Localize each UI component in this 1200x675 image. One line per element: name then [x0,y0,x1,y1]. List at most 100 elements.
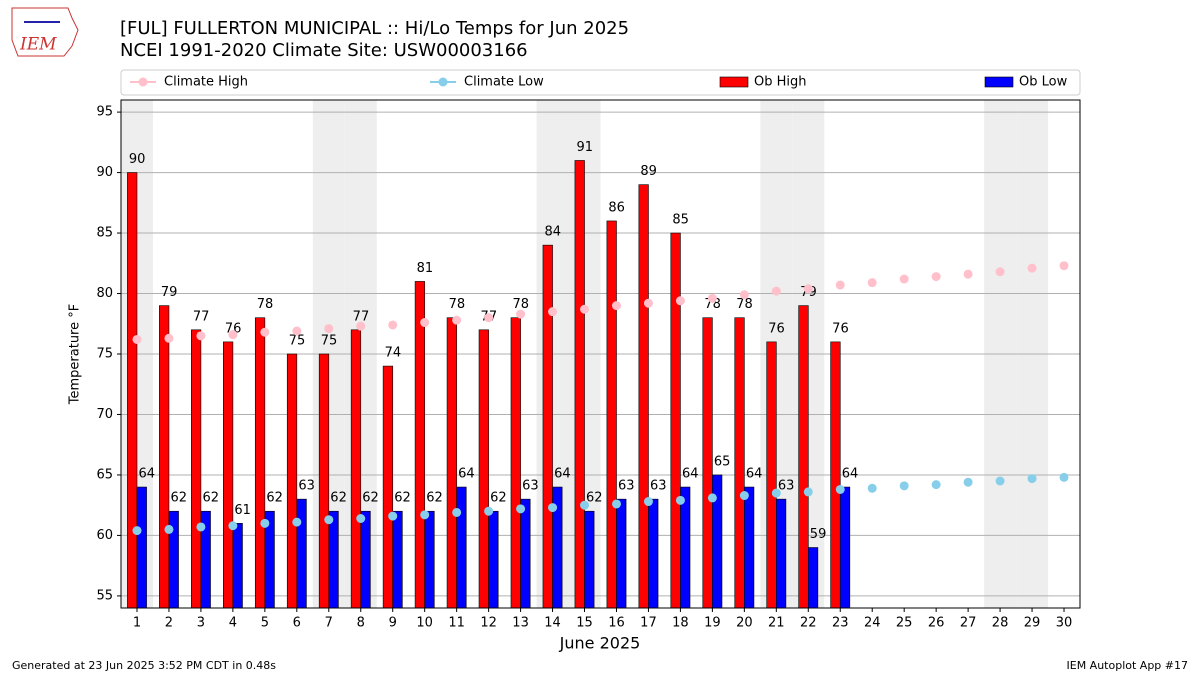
y-tick-label: 80 [96,286,113,301]
x-tick-label: 24 [864,616,881,631]
y-tick-label: 75 [96,347,113,362]
x-tick-label: 17 [640,616,657,631]
marker [548,307,558,317]
y-tick-label: 95 [96,105,113,120]
x-tick-label: 28 [992,616,1009,631]
data-label: 86 [608,200,625,215]
x-tick-label: 12 [480,616,497,631]
data-label: 84 [544,225,561,240]
bar [456,486,467,609]
marker [324,515,334,525]
marker [292,326,302,336]
x-axis-label: June 2025 [559,634,641,653]
x-tick-label: 25 [896,616,913,631]
marker [995,267,1005,277]
legend-label: Climate Low [464,75,544,90]
chart-title: [FUL] FULLERTON MUNICIPAL :: Hi/Lo Temps… [120,18,629,39]
marker [707,293,717,303]
marker [611,301,621,311]
data-label: 79 [161,285,178,300]
x-tick-label: 11 [448,616,465,631]
data-label: 63 [618,479,635,494]
bar [670,232,681,609]
marker [196,331,206,341]
marker [611,499,621,509]
marker [164,524,174,534]
bar [510,317,521,609]
x-tick-label: 30 [1056,616,1073,631]
data-label: 61 [234,503,251,518]
marker [739,491,749,501]
data-label: 63 [298,479,315,494]
data-label: 77 [353,309,370,324]
bar [350,329,362,609]
bar [136,486,147,609]
x-tick-label: 9 [389,616,397,631]
data-label: 65 [714,454,731,469]
bar [424,510,435,609]
bar [830,341,841,609]
marker [963,269,973,279]
data-label: 64 [842,467,859,482]
logo-outline [11,7,79,57]
marker [675,296,685,306]
marker [420,510,430,520]
marker [739,290,749,300]
data-label: 90 [129,152,146,167]
x-tick-label: 16 [608,616,625,631]
marker [675,495,685,505]
bar [478,329,489,609]
legend-label: Climate High [164,75,248,90]
marker [484,506,494,516]
marker [1027,263,1037,273]
marker [1059,261,1069,271]
x-tick-label: 14 [544,616,561,631]
marker [164,333,174,343]
marker [899,274,909,284]
legend-label: Ob High [754,75,807,90]
marker [771,488,781,498]
bar [702,317,713,609]
marker [931,272,941,282]
data-label: 76 [768,321,785,336]
data-label: 76 [832,321,849,336]
bar [606,220,617,609]
data-label: 77 [193,309,210,324]
y-tick-label: 90 [96,165,113,180]
data-label: 89 [640,164,657,179]
x-tick-label: 8 [357,616,365,631]
x-tick-label: 13 [512,616,529,631]
data-label: 62 [202,491,219,506]
bar [542,244,553,609]
bar [648,498,659,609]
data-label: 75 [321,334,338,349]
marker [1027,474,1037,484]
marker [324,324,334,334]
x-tick-label: 5 [261,616,269,631]
marker [356,513,366,523]
data-label: 81 [417,261,434,276]
bar [159,305,170,609]
x-tick-label: 26 [928,616,945,631]
bar [254,317,266,609]
y-tick-label: 70 [96,407,113,422]
x-tick-label: 27 [960,616,977,631]
x-tick-label: 23 [832,616,849,631]
logo: IEM [11,7,79,57]
x-tick-label: 3 [197,616,205,631]
marker [484,313,494,323]
bar [776,498,787,609]
marker [803,284,813,294]
data-label: 74 [385,346,402,361]
bar [574,160,585,609]
bar [584,510,595,609]
data-label: 62 [266,491,283,506]
legend-swatch [719,76,749,88]
bar [616,498,627,609]
bar [392,510,403,609]
marker [260,518,270,528]
footer-left: Generated at 23 Jun 2025 3:52 PM CDT in … [12,659,276,672]
bar [127,172,138,609]
marker [867,483,877,493]
